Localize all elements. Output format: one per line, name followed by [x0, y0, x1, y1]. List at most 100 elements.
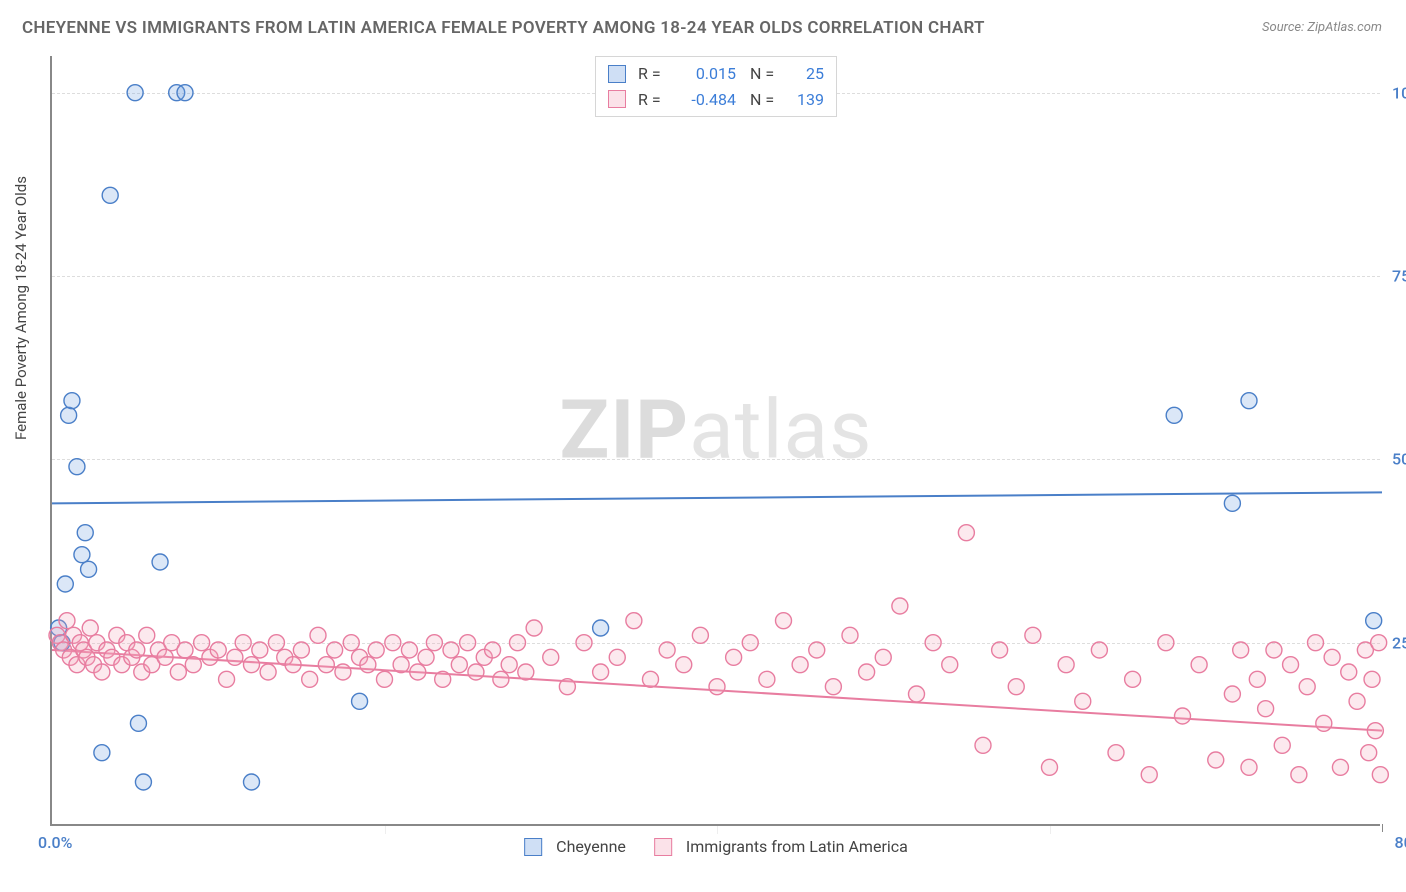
- data-point-immigrants: [59, 613, 75, 629]
- plot-area: ZIPatlas 25.0%50.0%75.0%100.0% R = 0.015…: [50, 56, 1380, 826]
- data-point-immigrants: [643, 671, 659, 687]
- data-point-cheyenne: [81, 561, 97, 577]
- source-attribution: Source: ZipAtlas.com: [1262, 20, 1382, 35]
- legend-stats: R = 0.015 N = 25 R = -0.484 N = 139: [595, 56, 837, 117]
- data-point-immigrants: [875, 649, 891, 665]
- legend-series: Cheyenne Immigrants from Latin America: [524, 837, 908, 856]
- data-point-immigrants: [401, 642, 417, 658]
- legend-N-label: N =: [750, 87, 778, 113]
- data-point-immigrants: [593, 664, 609, 680]
- data-point-immigrants: [776, 613, 792, 629]
- legend-N-label: N =: [750, 61, 778, 87]
- legend-label-immigrants: Immigrants from Latin America: [686, 837, 908, 856]
- data-point-immigrants: [385, 635, 401, 651]
- data-point-cheyenne: [102, 187, 118, 203]
- legend-N-cheyenne: 25: [784, 61, 824, 87]
- data-point-cheyenne: [69, 459, 85, 475]
- data-point-immigrants: [518, 664, 534, 680]
- data-point-immigrants: [327, 642, 343, 658]
- swatch-immigrants: [608, 90, 626, 108]
- data-point-immigrants: [260, 664, 276, 680]
- data-point-immigrants: [1371, 635, 1387, 651]
- data-point-immigrants: [129, 642, 145, 658]
- data-point-immigrants: [842, 627, 858, 643]
- data-point-immigrants: [501, 657, 517, 673]
- data-point-immigrants: [1364, 671, 1380, 687]
- data-point-immigrants: [418, 649, 434, 665]
- data-point-cheyenne: [127, 85, 143, 101]
- data-point-immigrants: [1233, 642, 1249, 658]
- data-point-immigrants: [1249, 671, 1265, 687]
- data-point-immigrants: [925, 635, 941, 651]
- data-point-immigrants: [252, 642, 268, 658]
- swatch-cheyenne: [608, 65, 626, 83]
- data-point-immigrants: [1308, 635, 1324, 651]
- data-point-cheyenne: [64, 393, 80, 409]
- data-point-immigrants: [1349, 693, 1365, 709]
- legend-item-immigrants: Immigrants from Latin America: [654, 837, 908, 856]
- legend-stats-row-cheyenne: R = 0.015 N = 25: [608, 61, 824, 87]
- data-point-immigrants: [1291, 767, 1307, 783]
- data-point-cheyenne: [352, 693, 368, 709]
- data-point-immigrants: [559, 679, 575, 695]
- data-point-immigrants: [1125, 671, 1141, 687]
- data-point-immigrants: [210, 642, 226, 658]
- data-point-immigrants: [892, 598, 908, 614]
- chart-title: CHEYENNE VS IMMIGRANTS FROM LATIN AMERIC…: [22, 18, 985, 38]
- data-point-immigrants: [1266, 642, 1282, 658]
- data-point-immigrants: [1091, 642, 1107, 658]
- data-point-immigrants: [318, 657, 334, 673]
- y-tick-label: 75.0%: [1392, 267, 1406, 286]
- data-point-immigrants: [1108, 745, 1124, 761]
- data-point-immigrants: [942, 657, 958, 673]
- data-point-immigrants: [809, 642, 825, 658]
- data-point-cheyenne: [244, 774, 260, 790]
- data-point-immigrants: [368, 642, 384, 658]
- data-point-immigrants: [909, 686, 925, 702]
- data-point-immigrants: [958, 525, 974, 541]
- data-point-cheyenne: [74, 547, 90, 563]
- data-point-immigrants: [285, 657, 301, 673]
- data-point-immigrants: [1258, 701, 1274, 717]
- data-point-cheyenne: [593, 620, 609, 636]
- data-point-immigrants: [992, 642, 1008, 658]
- data-point-immigrants: [185, 657, 201, 673]
- data-point-immigrants: [170, 664, 186, 680]
- legend-R-label: R =: [638, 87, 666, 113]
- data-point-immigrants: [1058, 657, 1074, 673]
- x-axis-end-label: 80.0%: [1394, 833, 1406, 852]
- scatter-overlay: [52, 56, 1380, 824]
- data-point-immigrants: [1324, 649, 1340, 665]
- data-point-immigrants: [393, 657, 409, 673]
- y-tick-label: 100.0%: [1392, 83, 1406, 102]
- data-point-cheyenne: [177, 85, 193, 101]
- legend-stats-row-immigrants: R = -0.484 N = 139: [608, 87, 824, 113]
- data-point-immigrants: [293, 642, 309, 658]
- data-point-immigrants: [227, 649, 243, 665]
- data-point-immigrants: [1341, 664, 1357, 680]
- data-point-cheyenne: [130, 715, 146, 731]
- data-point-immigrants: [659, 642, 675, 658]
- legend-N-immigrants: 139: [784, 87, 824, 113]
- data-point-immigrants: [468, 664, 484, 680]
- data-point-immigrants: [1241, 759, 1257, 775]
- data-point-immigrants: [268, 635, 284, 651]
- data-point-immigrants: [426, 635, 442, 651]
- data-point-immigrants: [709, 679, 725, 695]
- data-point-cheyenne: [57, 576, 73, 592]
- data-point-immigrants: [139, 627, 155, 643]
- data-point-immigrants: [1283, 657, 1299, 673]
- data-point-immigrants: [1175, 708, 1191, 724]
- data-point-immigrants: [1299, 679, 1315, 695]
- data-point-immigrants: [1224, 686, 1240, 702]
- data-point-immigrants: [94, 664, 110, 680]
- data-point-immigrants: [443, 642, 459, 658]
- trend-line-cheyenne: [52, 492, 1382, 503]
- data-point-immigrants: [82, 620, 98, 636]
- data-point-immigrants: [377, 671, 393, 687]
- data-point-immigrants: [1361, 745, 1377, 761]
- data-point-immigrants: [310, 627, 326, 643]
- data-point-immigrants: [1316, 715, 1332, 731]
- y-axis-label: Female Poverty Among 18-24 Year Olds: [12, 176, 30, 440]
- data-point-immigrants: [460, 635, 476, 651]
